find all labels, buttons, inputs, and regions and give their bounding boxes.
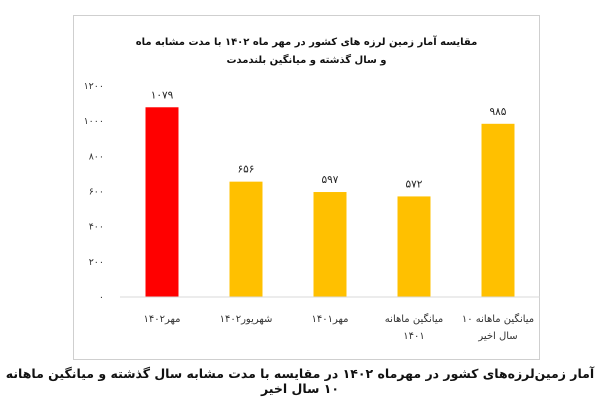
data-label: ۱۰۷۹ [151,89,174,101]
data-label: ۹۸۵ [490,106,507,118]
y-tick-label: ۸۰۰ [89,151,104,162]
data-label: ۵۹۷ [322,174,339,186]
y-axis: ۰ ۲۰۰ ۴۰۰ ۶۰۰ ۸۰۰ ۱۰۰۰ ۱۲۰۰ [84,81,104,303]
category-label: شهریور۱۴۰۲ [220,314,273,325]
category-label: میانگین ماهانه ۱۰ [462,313,534,325]
data-label: ۵۷۲ [406,178,423,190]
bar [313,192,347,297]
data-label: ۶۵۶ [238,164,255,176]
value-labels: ۱۰۷۹ ۶۵۶ ۵۹۷ ۵۷۲ ۹۸۵ [151,89,507,190]
bar [229,181,263,297]
y-tick-label: ۴۰۰ [89,222,104,233]
bars [145,107,515,297]
y-tick-label: ۶۰۰ [89,187,104,198]
y-tick-label: ۲۰۰ [89,257,104,268]
category-label: مهر۱۴۰۱ [312,314,349,325]
category-label: سال اخیر [477,331,517,342]
category-label: مهر۱۴۰۲ [144,314,181,325]
category-label: ۱۴۰۱ [403,331,424,342]
category-label: میانگین ماهانه [385,313,443,325]
y-tick-label: ۱۰۰۰ [84,116,104,127]
chart-title: مقایسه آمار زمین لرزه های کشور در مهر ما… [135,37,478,66]
x-axis: مهر۱۴۰۲ شهریور۱۴۰۲ مهر۱۴۰۱ میانگین ماهانه ۱۴… [120,296,540,342]
y-tick-label: ۱۲۰۰ [84,81,104,92]
bar [397,196,431,297]
bar [481,123,515,297]
figure-caption: آمار زمین‌لرزه‌های کشور در مهرماه ۱۴۰۲ د… [5,366,595,396]
bar [145,107,179,297]
y-tick-label: ۰ [99,292,104,303]
